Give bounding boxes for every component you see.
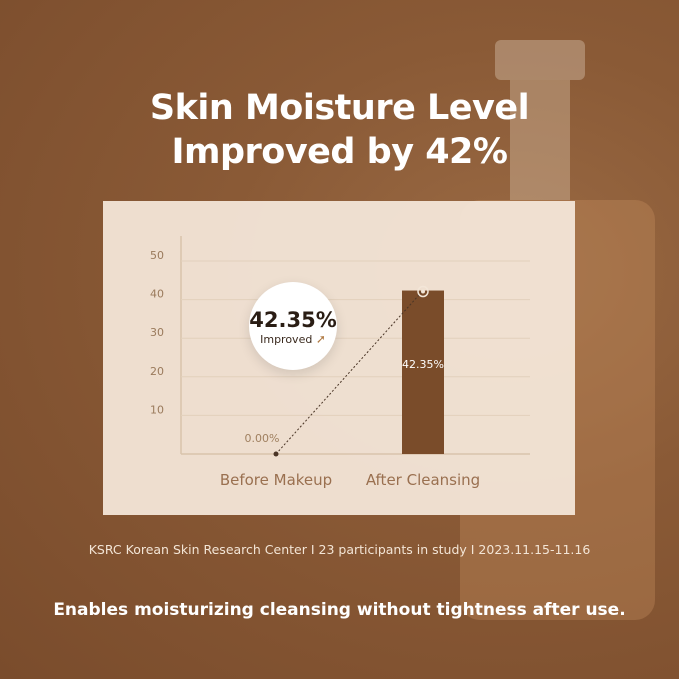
point-after-cleansing-dot (421, 289, 425, 294)
x-category-label: After Cleansing (366, 471, 480, 489)
improvement-callout: 42.35% Improved ➚ (249, 282, 337, 370)
x-category-label: Before Makeup (220, 471, 332, 489)
data-label: 42.35% (402, 358, 444, 371)
y-tick-label: 20 (150, 365, 164, 378)
callout-value: 42.35% (249, 308, 337, 332)
y-tick-label: 50 (150, 249, 164, 262)
tagline: Enables moisturizing cleansing without t… (53, 600, 626, 620)
y-tick-label: 30 (150, 326, 164, 339)
headline: Skin Moisture Level Improved by 42% (0, 86, 679, 174)
y-tick-label: 10 (150, 403, 164, 416)
callout-label: Improved (260, 333, 313, 346)
bar-after-cleansing (402, 290, 444, 454)
point-before-makeup (273, 451, 279, 457)
headline-line-1: Skin Moisture Level (149, 88, 530, 128)
source-note: KSRC Korean Skin Research Center I 23 pa… (88, 542, 591, 557)
arrow-up-icon: ➚ (315, 332, 326, 346)
point-after-cleansing (417, 285, 429, 298)
headline-line-2: Improved by 42% (171, 132, 508, 172)
data-label: 0.00% (245, 432, 280, 445)
trend-line (275, 290, 424, 455)
y-tick-label: 40 (150, 288, 164, 301)
